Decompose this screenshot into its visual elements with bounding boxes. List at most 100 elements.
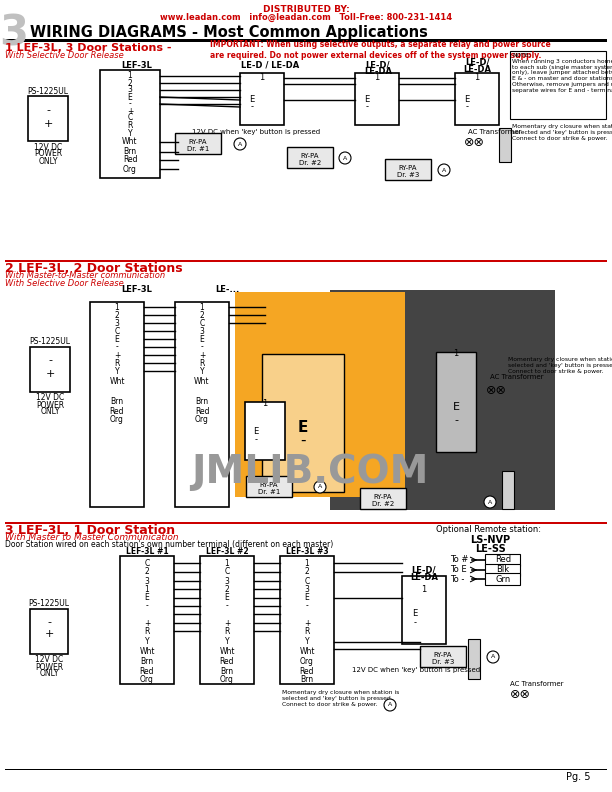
- Text: 1: 1: [225, 558, 230, 568]
- Text: ⊗⊗: ⊗⊗: [485, 383, 507, 397]
- Bar: [246, 476, 292, 497]
- Text: Dr. #1: Dr. #1: [258, 489, 280, 495]
- Text: Y: Y: [114, 367, 119, 375]
- Text: 1: 1: [474, 74, 480, 82]
- Text: Wht: Wht: [140, 648, 155, 657]
- Bar: [100, 70, 160, 178]
- Text: R: R: [304, 626, 310, 635]
- Bar: [485, 564, 520, 576]
- Text: 1: 1: [259, 74, 264, 82]
- Text: Red: Red: [123, 155, 137, 165]
- Text: NOTE:
When running 3 conductors homerun
to each sub (single master system
only),: NOTE: When running 3 conductors homerun …: [512, 53, 612, 93]
- Bar: [120, 556, 174, 684]
- Text: RY-PA: RY-PA: [259, 482, 278, 488]
- Circle shape: [314, 481, 326, 493]
- Text: AC Transformer: AC Transformer: [510, 681, 564, 687]
- Text: IMPORTANT: When using selective outputs, a separate relay and power source
are r: IMPORTANT: When using selective outputs,…: [210, 40, 551, 59]
- Text: 2: 2: [144, 568, 149, 577]
- Text: C: C: [114, 326, 119, 336]
- Text: RY-PA: RY-PA: [434, 652, 452, 658]
- Text: www.leadan.com   info@leadan.com   Toll-Free: 800-231-1414: www.leadan.com info@leadan.com Toll-Free…: [160, 13, 452, 21]
- Text: Momentary dry closure when station is
selected and 'key' button is pressed.
Conn: Momentary dry closure when station is se…: [512, 124, 612, 141]
- Circle shape: [234, 138, 246, 150]
- Bar: [485, 554, 520, 566]
- Text: 1: 1: [305, 558, 310, 568]
- Text: R: R: [144, 626, 150, 635]
- Text: LEF-3L: LEF-3L: [122, 284, 152, 294]
- Text: E: E: [200, 334, 204, 344]
- Text: Wht: Wht: [110, 378, 125, 386]
- Bar: [30, 347, 70, 392]
- Text: E: E: [144, 593, 149, 603]
- Text: -: -: [201, 342, 203, 352]
- Text: -: -: [250, 102, 253, 112]
- Text: Y: Y: [128, 128, 132, 138]
- Text: 1: 1: [375, 74, 379, 82]
- Text: Wht: Wht: [122, 138, 138, 147]
- Text: ONLY: ONLY: [40, 408, 60, 417]
- Bar: [200, 556, 254, 684]
- Text: Red: Red: [195, 406, 209, 416]
- Text: Org: Org: [140, 676, 154, 684]
- Text: POWER: POWER: [36, 401, 64, 409]
- Bar: [510, 51, 606, 119]
- Text: +: +: [304, 619, 310, 627]
- Bar: [360, 488, 406, 509]
- Circle shape: [487, 651, 499, 663]
- Text: 1 LEF-3L, 3 Door Stations -: 1 LEF-3L, 3 Door Stations -: [5, 43, 171, 53]
- Text: LEF-3L #3: LEF-3L #3: [286, 547, 328, 557]
- Text: -: -: [466, 102, 469, 112]
- Text: 1: 1: [453, 349, 458, 359]
- Text: Wht: Wht: [219, 648, 235, 657]
- Text: LE-DA: LE-DA: [463, 64, 491, 74]
- Text: E: E: [305, 593, 310, 603]
- Bar: [245, 402, 285, 460]
- Text: 2: 2: [225, 584, 230, 593]
- Bar: [90, 302, 144, 507]
- Bar: [5, 260, 607, 262]
- Text: Door Station wired on each station's own number terminal (different on each mast: Door Station wired on each station's own…: [5, 540, 334, 550]
- Text: With Master to Master Communication: With Master to Master Communication: [5, 534, 179, 543]
- Text: 12V DC when 'key' button is pressed: 12V DC when 'key' button is pressed: [352, 667, 480, 673]
- Text: R: R: [225, 626, 230, 635]
- Text: +: +: [114, 351, 120, 360]
- Bar: [28, 96, 68, 141]
- Text: Dr. #3: Dr. #3: [432, 659, 454, 665]
- Bar: [468, 639, 480, 679]
- Text: RY-PA: RY-PA: [374, 494, 392, 500]
- Text: E: E: [452, 402, 460, 412]
- Text: 1: 1: [263, 399, 267, 409]
- Text: Y: Y: [305, 638, 309, 646]
- Bar: [385, 159, 431, 180]
- Text: 12V DC: 12V DC: [34, 143, 62, 151]
- Bar: [436, 352, 476, 452]
- Text: LEF-3L #2: LEF-3L #2: [206, 547, 248, 557]
- Text: RY-PA: RY-PA: [300, 153, 319, 159]
- Text: RY-PA: RY-PA: [188, 139, 207, 145]
- Text: 12V DC: 12V DC: [36, 394, 64, 402]
- Text: R: R: [114, 359, 120, 367]
- Text: Org: Org: [220, 676, 234, 684]
- Text: -: -: [255, 436, 258, 444]
- Circle shape: [384, 699, 396, 711]
- Bar: [175, 133, 221, 154]
- Text: With Selective Door Release: With Selective Door Release: [5, 51, 124, 60]
- Text: Brn: Brn: [124, 147, 136, 157]
- Text: Dr. #2: Dr. #2: [372, 501, 394, 507]
- Text: 3: 3: [305, 584, 310, 593]
- Text: Y: Y: [144, 638, 149, 646]
- Text: A: A: [442, 167, 446, 173]
- Text: Org: Org: [195, 416, 209, 425]
- Text: A: A: [238, 142, 242, 147]
- Bar: [240, 73, 284, 125]
- Text: Red: Red: [300, 667, 314, 676]
- Text: Y: Y: [200, 367, 204, 375]
- Text: WIRING DIAGRAMS - Most Common Applications: WIRING DIAGRAMS - Most Common Applicatio…: [30, 25, 428, 40]
- Text: +: +: [43, 119, 53, 129]
- Text: Optional Remote station:: Optional Remote station:: [436, 526, 541, 535]
- Text: A: A: [343, 155, 347, 161]
- Text: 12V DC: 12V DC: [35, 656, 63, 664]
- Text: 2: 2: [305, 568, 310, 577]
- Text: To -: To -: [450, 574, 465, 584]
- Text: PS-1225UL: PS-1225UL: [29, 600, 70, 608]
